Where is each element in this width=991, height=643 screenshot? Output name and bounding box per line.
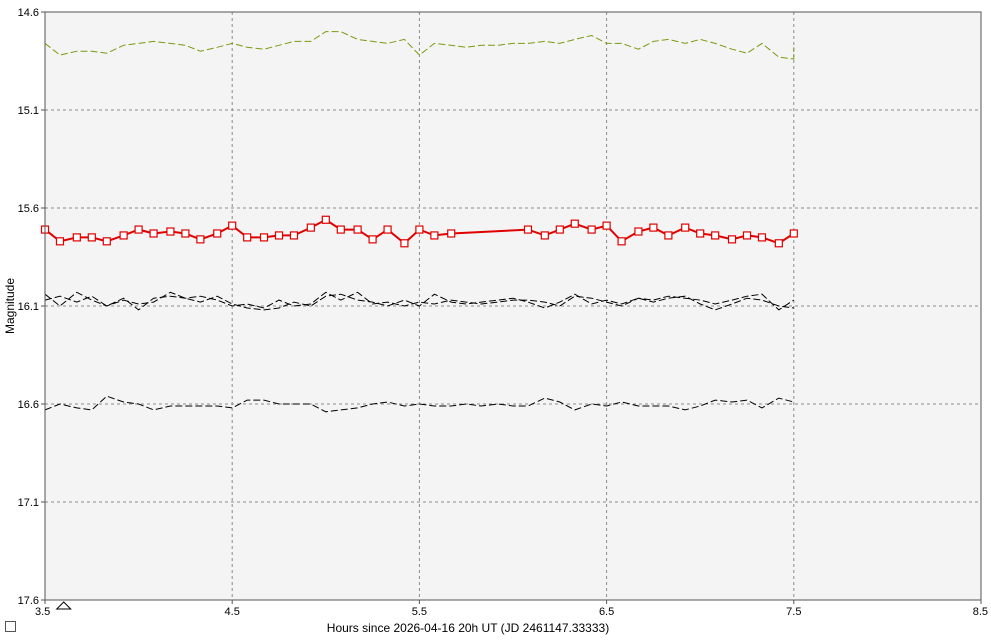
y-tick-label: 17.1 — [18, 497, 39, 509]
data-point — [119, 231, 128, 240]
y-tick-label: 16.1 — [18, 301, 39, 313]
x-tick-label: 5.5 — [412, 606, 427, 618]
data-point — [383, 225, 392, 234]
data-point — [742, 231, 752, 240]
x-axis-label: Hours since 2026-04-16 20h UT (JD 246114… — [327, 621, 609, 635]
data-point — [415, 225, 424, 234]
series-target — [40, 215, 798, 248]
series-line — [44, 31, 795, 60]
data-point — [570, 219, 579, 228]
data-point — [727, 235, 737, 244]
x-tick-label: 3.5 — [35, 606, 50, 618]
data-point — [634, 227, 643, 236]
data-point — [72, 233, 81, 242]
data-point — [149, 229, 158, 238]
data-point — [353, 225, 362, 234]
series-layer — [40, 31, 798, 413]
series-check-star-2 — [44, 291, 795, 311]
data-point — [789, 229, 798, 238]
y-axis-ticks: 14.6 15.1 15.6 16.1 16.6 17.1 17.6 — [18, 7, 45, 607]
x-axis-ticks: 3.5 4.5 5.5 6.5 7.5 8.5 — [35, 600, 988, 618]
legend-toggle-checkbox[interactable] — [5, 621, 16, 632]
data-point — [681, 223, 690, 232]
data-point — [523, 225, 533, 234]
series-check-star-3 — [44, 395, 794, 413]
data-point — [649, 223, 658, 232]
data-point — [213, 229, 222, 238]
data-point — [757, 233, 767, 242]
data-point — [306, 223, 315, 232]
data-point — [289, 231, 299, 240]
data-point — [774, 239, 783, 248]
data-point — [664, 231, 673, 240]
y-tick-label: 15.6 — [18, 203, 39, 215]
data-point — [102, 237, 111, 246]
time-marker-triangle-icon[interactable] — [55, 601, 72, 610]
y-tick-label: 16.6 — [18, 399, 39, 411]
data-point — [243, 233, 252, 242]
data-point — [430, 231, 439, 240]
y-tick-label: 14.6 — [18, 7, 39, 19]
data-point — [196, 235, 205, 244]
data-point — [555, 225, 564, 234]
data-point — [540, 231, 549, 240]
series-comparison-star — [44, 31, 795, 60]
data-point — [134, 225, 143, 234]
data-point — [181, 229, 190, 238]
data-point — [711, 231, 720, 240]
data-point — [587, 225, 596, 234]
data-point — [259, 233, 269, 242]
data-point — [696, 229, 705, 238]
data-point — [228, 221, 237, 230]
data-point — [321, 215, 330, 224]
data-point — [602, 221, 611, 230]
series-line — [44, 395, 794, 413]
data-point — [336, 225, 345, 234]
series-check-star-1 — [44, 291, 794, 311]
grid-lines — [45, 12, 981, 600]
series-line — [44, 291, 794, 311]
data-point — [55, 237, 65, 246]
data-point — [368, 235, 377, 244]
x-tick-label: 4.5 — [225, 606, 240, 618]
data-point — [617, 237, 626, 246]
data-point — [274, 231, 284, 240]
x-tick-label: 8.5 — [973, 606, 988, 618]
x-tick-label: 6.5 — [599, 606, 614, 618]
series-line — [44, 291, 795, 311]
y-tick-label: 15.1 — [18, 105, 39, 117]
data-point — [400, 239, 409, 248]
data-point — [87, 233, 96, 242]
data-point — [447, 229, 456, 238]
data-point — [166, 227, 175, 236]
x-tick-label: 7.5 — [786, 606, 801, 618]
y-axis-label: Magnitude — [3, 278, 17, 334]
y-tick-label: 17.6 — [18, 595, 39, 607]
